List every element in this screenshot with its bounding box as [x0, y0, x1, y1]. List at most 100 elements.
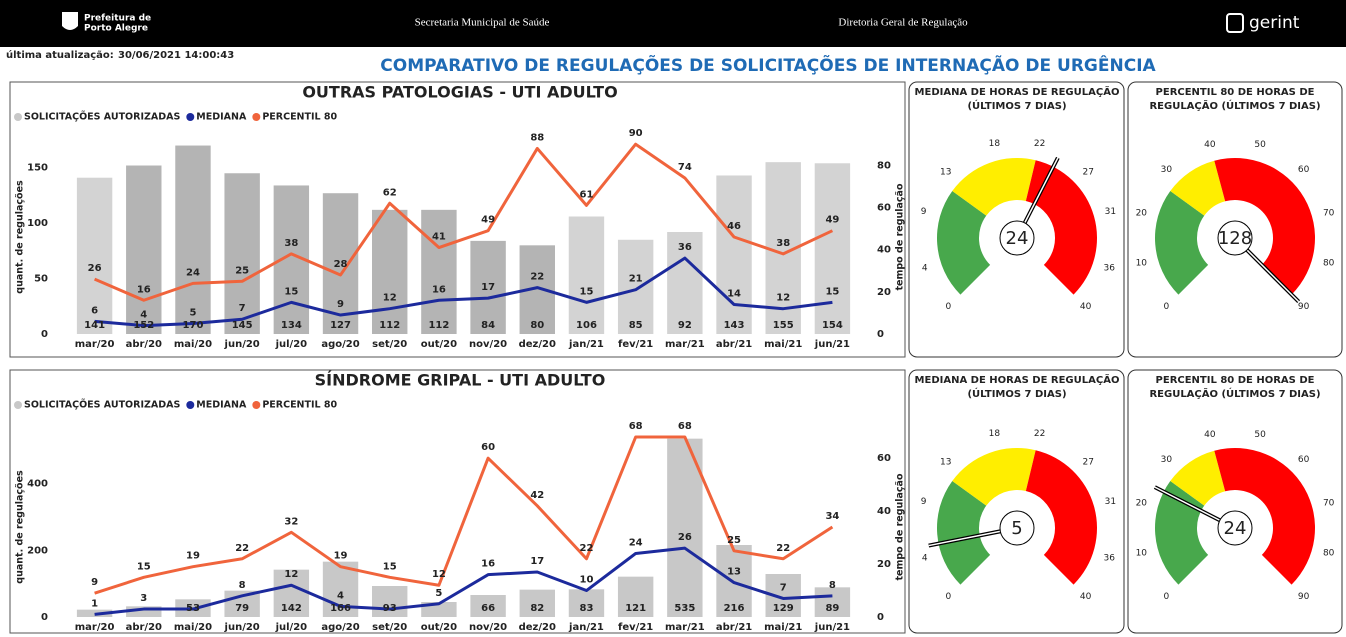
x-tick-label: mar/21: [665, 622, 705, 633]
update-label: última atualização:: [6, 49, 114, 61]
gauge-needle-core: [1154, 486, 1222, 522]
data-label: 8: [239, 580, 246, 591]
y2-tick-label: 0: [877, 329, 884, 340]
y-tick-label: 0: [41, 612, 48, 623]
data-label: 14: [727, 288, 741, 299]
y2-axis-title: tempo de regulação: [895, 183, 906, 290]
gauge-tick-label: 20: [1136, 498, 1148, 508]
bar: [617, 576, 654, 617]
gauge-value: 24: [1224, 518, 1247, 539]
chart-frame: [9, 81, 906, 358]
data-label: 12: [776, 293, 790, 304]
gauge-tick-label: 60: [1298, 455, 1310, 465]
data-label: 84: [481, 320, 495, 331]
legend-label: MEDIANA: [196, 400, 247, 411]
gauge-band: [1170, 450, 1226, 506]
x-tick-label: mar/21: [665, 339, 705, 350]
gauge-tick: [1214, 159, 1215, 161]
gauge-tick: [1156, 549, 1158, 550]
data-label: 32: [284, 516, 298, 527]
gauge-title: REGULAÇÃO (ÚLTIMOS 7 DIAS): [1149, 387, 1320, 400]
data-label: 1: [91, 598, 98, 609]
gauge-title: PERCENTIL 80 DE HORAS DE: [1156, 375, 1315, 386]
bar: [617, 239, 654, 334]
gauge-value: 5: [1011, 518, 1022, 539]
gauge-tick: [957, 472, 958, 473]
gauge-tick-label: 10: [1136, 259, 1148, 269]
data-label: 46: [727, 221, 741, 232]
gauge-hub: [999, 510, 1035, 546]
gauge-tick-label: 50: [1254, 140, 1266, 150]
gauge-band: [936, 480, 991, 585]
data-label: 9: [91, 577, 98, 588]
data-label: 141: [84, 320, 105, 331]
legend-dot: [252, 113, 261, 121]
gauge-tick: [939, 553, 941, 554]
gauge-tick-label: 36: [1104, 553, 1116, 563]
gauge-needle-core: [1245, 248, 1300, 303]
bar: [126, 165, 162, 334]
data-label: 34: [825, 511, 839, 522]
bar: [126, 606, 162, 617]
gauge-value: 128: [1218, 228, 1252, 249]
data-label: 112: [428, 320, 449, 331]
legend-label: MEDIANA: [196, 112, 247, 123]
legend-label: PERCENTIL 80: [262, 400, 337, 411]
gauge-tick-label: 31: [1105, 207, 1116, 217]
line: [94, 142, 834, 302]
data-label: 155: [773, 320, 794, 331]
bar: [519, 589, 555, 617]
gauge-tick: [1177, 470, 1178, 471]
bar: [273, 569, 310, 617]
data-label: 17: [481, 282, 495, 293]
data-label: 25: [727, 535, 741, 546]
gauge-value: 24: [1006, 228, 1029, 249]
x-tick-label: nov/20: [469, 339, 507, 350]
logo-text: Porto Alegre: [84, 24, 148, 34]
gauge-tick: [1312, 259, 1314, 260]
data-label: 535: [674, 603, 695, 614]
bar: [814, 587, 851, 617]
data-label: 16: [481, 559, 495, 570]
gauge-tick-label: 18: [989, 429, 1001, 439]
legend-dot: [186, 401, 195, 409]
data-label: 13: [727, 567, 741, 578]
legend-dot: [14, 113, 22, 121]
gauge-tick-label: 40: [1080, 592, 1092, 602]
gauge-tick-label: 9: [921, 497, 927, 507]
gauge-tick: [1094, 216, 1096, 217]
data-label: 121: [625, 603, 646, 614]
gauge-band: [952, 157, 1036, 216]
gauge-tick: [1214, 449, 1215, 451]
x-tick-label: out/20: [421, 622, 457, 633]
y-tick-label: 0: [41, 329, 48, 340]
gauge-tick: [1093, 263, 1095, 264]
gauge-needle-core: [928, 530, 1002, 547]
y2-axis-title: tempo de regulação: [895, 473, 906, 580]
data-label: 53: [186, 603, 200, 614]
y-tick-label: 100: [27, 218, 48, 229]
y-tick-label: 150: [27, 163, 48, 174]
bar: [716, 175, 752, 334]
chart-title: SÍNDROME GRIPAL - UTI ADULTO: [315, 371, 606, 390]
x-tick-label: abr/20: [126, 339, 162, 350]
gauge-title: REGULAÇÃO (ÚLTIMOS 7 DIAS): [1149, 99, 1320, 112]
y2-tick-label: 40: [877, 506, 891, 517]
x-tick-label: mar/20: [75, 339, 115, 350]
gauge-tick-label: 22: [1034, 429, 1045, 439]
data-label: 38: [284, 238, 298, 249]
data-label: 9: [337, 299, 344, 310]
data-label: 26: [88, 263, 102, 274]
data-label: 16: [432, 284, 446, 295]
gauge-tick: [939, 263, 941, 264]
data-label: 90: [629, 128, 643, 139]
gauge-tick-label: 27: [1083, 168, 1094, 178]
data-label: 17: [530, 556, 544, 567]
x-tick-label: mai/20: [174, 622, 212, 633]
gauge-tick-label: 0: [1164, 302, 1170, 312]
gauge-tick-label: 10: [1136, 549, 1148, 559]
logo-shield: [62, 12, 78, 30]
gauge-tick-label: 60: [1298, 165, 1310, 175]
data-label: 28: [334, 259, 348, 270]
legend-label: SOLICITAÇÕES AUTORIZADAS: [24, 399, 180, 411]
